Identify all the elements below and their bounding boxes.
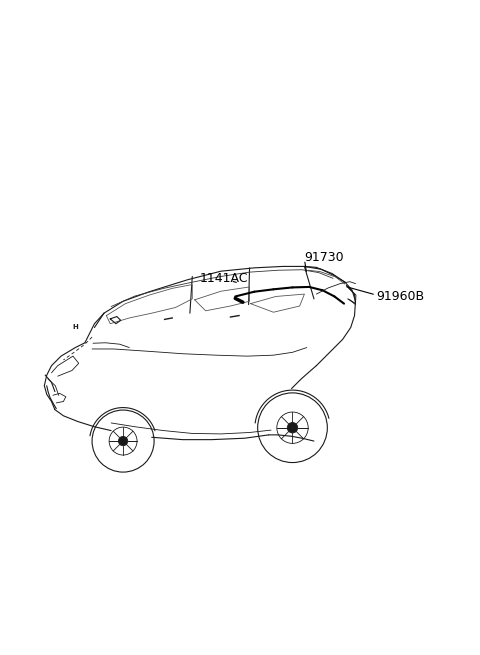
Text: 1141AC: 1141AC <box>199 272 248 285</box>
Circle shape <box>119 436 128 446</box>
Text: H: H <box>72 324 78 329</box>
Text: 91730: 91730 <box>304 252 344 265</box>
Circle shape <box>287 422 298 433</box>
Text: 91960B: 91960B <box>376 290 424 303</box>
